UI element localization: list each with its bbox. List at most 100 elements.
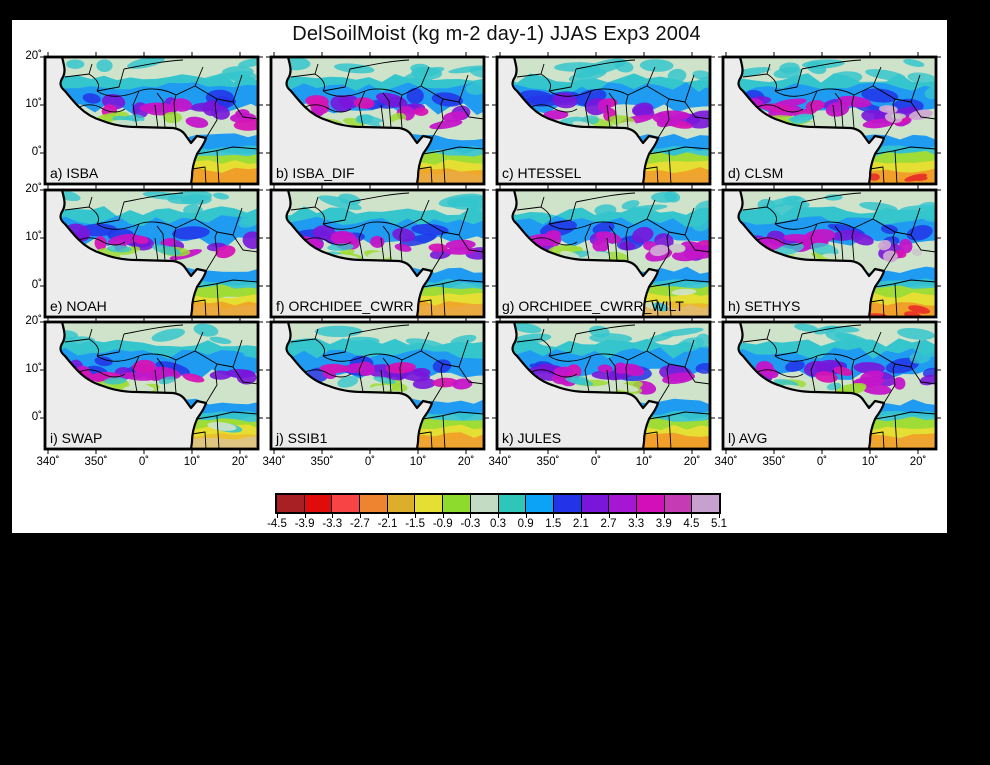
colorbar-tick-label: -3.9	[294, 518, 315, 530]
colorbar-tick	[608, 514, 610, 518]
colorbar-tick-label: -3.3	[322, 518, 343, 530]
lat-tick-label: 10˚	[25, 98, 42, 110]
west-africa-map	[40, 317, 263, 454]
panel-label: e) NOAH	[50, 298, 107, 314]
colorbar-tick	[470, 514, 472, 518]
colorbar-tick-label: -2.1	[377, 518, 398, 530]
colorbar-tick-label: 3.9	[655, 518, 672, 530]
colorbar-cell	[277, 495, 305, 512]
map-panel-f: f) ORCHIDEE_CWRR	[266, 185, 489, 322]
panel-label: l) AVG	[728, 430, 768, 446]
map-panel-j: j) SSIB1	[266, 317, 489, 454]
west-africa-map	[718, 185, 941, 322]
colorbar-cell	[387, 495, 416, 512]
panel-label: a) ISBA	[50, 165, 99, 181]
lat-tick-label: 10˚	[25, 231, 42, 243]
map-panel-h: h) SETHYS	[718, 185, 941, 322]
colorbar-cell	[304, 495, 333, 512]
colorbar	[275, 493, 721, 514]
map-panel-l: l) AVG	[718, 317, 941, 454]
colorbar-tick-label: 2.7	[600, 518, 617, 530]
lon-tick-label: 10˚	[861, 456, 879, 468]
colorbar-cell	[360, 495, 388, 512]
colorbar-tick	[442, 514, 444, 518]
colorbar-cell	[332, 495, 361, 512]
colorbar-cell	[581, 495, 610, 512]
west-africa-map	[266, 317, 489, 454]
lon-tick-label: 340˚	[714, 456, 738, 468]
colorbar-cell	[526, 495, 554, 512]
lon-tick-label: 350˚	[762, 456, 786, 468]
west-africa-map	[40, 52, 263, 189]
panel-label: f) ORCHIDEE_CWRR	[276, 298, 414, 314]
lon-tick-label: 350˚	[536, 456, 560, 468]
colorbar-tick	[304, 514, 306, 518]
map-panel-e: e) NOAH	[40, 185, 263, 322]
lon-tick-label: 10˚	[183, 456, 201, 468]
map-panel-k: k) JULES	[492, 317, 715, 454]
colorbar-tick-label: -0.9	[432, 518, 453, 530]
panel-label: j) SSIB1	[276, 430, 328, 446]
colorbar-tick-label: -2.7	[349, 518, 370, 530]
colorbar-tick-label: 2.1	[572, 518, 589, 530]
lon-tick-label: 20˚	[683, 456, 701, 468]
lon-tick-label: 340˚	[262, 456, 286, 468]
map-panel-b: b) ISBA_DIF	[266, 52, 489, 189]
colorbar-tick	[387, 514, 389, 518]
colorbar-tick-label: 3.3	[628, 518, 645, 530]
map-panel-c: c) HTESSEL	[492, 52, 715, 189]
colorbar-cell	[498, 495, 527, 512]
west-africa-map	[718, 317, 941, 454]
colorbar-cell	[692, 495, 719, 512]
colorbar-tick	[691, 514, 693, 518]
lon-tick-label: 0˚	[364, 456, 376, 468]
lon-tick-label: 350˚	[310, 456, 334, 468]
colorbar-tick	[525, 514, 527, 518]
west-africa-map	[266, 185, 489, 322]
lat-tick-label: 20˚	[25, 315, 42, 327]
map-panel-i: i) SWAP	[40, 317, 263, 454]
lon-tick-label: 20˚	[231, 456, 249, 468]
lat-tick-label: 0˚	[31, 146, 42, 158]
colorbar-tick	[359, 514, 361, 518]
lon-tick-label: 0˚	[816, 456, 828, 468]
lon-tick-label: 340˚	[36, 456, 60, 468]
panel-label: i) SWAP	[50, 430, 103, 446]
lat-tick-label: 20˚	[25, 50, 42, 62]
lat-tick-label: 0˚	[31, 411, 42, 423]
colorbar-tick-label: -4.5	[267, 518, 287, 530]
figure-title: DelSoilMoist (kg m-2 day-1) JJAS Exp3 20…	[292, 23, 701, 45]
colorbar-cell	[443, 495, 471, 512]
panel-label: k) JULES	[502, 430, 562, 446]
lon-tick-label: 20˚	[457, 456, 475, 468]
colorbar-tick-label: 1.5	[545, 518, 562, 530]
colorbar-tick	[553, 514, 555, 518]
west-africa-map	[718, 52, 941, 189]
colorbar-cell	[636, 495, 665, 512]
colorbar-tick-label: 0.3	[490, 518, 506, 530]
west-africa-map	[266, 52, 489, 189]
lat-tick-label: 20˚	[25, 183, 42, 195]
colorbar-tick-label: -1.5	[405, 518, 426, 530]
lon-tick-label: 340˚	[488, 456, 512, 468]
colorbar-tick-label: 0.9	[517, 518, 534, 530]
colorbar-tick-label: 4.5	[683, 518, 700, 530]
colorbar-tick	[719, 514, 720, 518]
colorbar-cell	[609, 495, 637, 512]
lon-tick-label: 20˚	[909, 456, 927, 468]
colorbar-tick-label: -0.3	[460, 518, 481, 530]
map-panel-d: d) CLSM	[718, 52, 941, 189]
colorbar-tick-label: 5.1	[711, 518, 727, 530]
lon-tick-label: 0˚	[590, 456, 602, 468]
map-panel-a: a) ISBA	[40, 52, 263, 189]
panel-label: b) ISBA_DIF	[276, 165, 355, 181]
map-panel-g: g) ORCHIDEE_CWRR_WILT	[492, 185, 715, 322]
colorbar-tick	[332, 514, 334, 518]
lon-tick-label: 10˚	[635, 456, 653, 468]
lon-tick-label: 10˚	[409, 456, 427, 468]
colorbar-cell	[415, 495, 444, 512]
west-africa-map	[492, 185, 715, 322]
panel-label: g) ORCHIDEE_CWRR_WILT	[502, 298, 684, 314]
lon-tick-label: 0˚	[138, 456, 150, 468]
